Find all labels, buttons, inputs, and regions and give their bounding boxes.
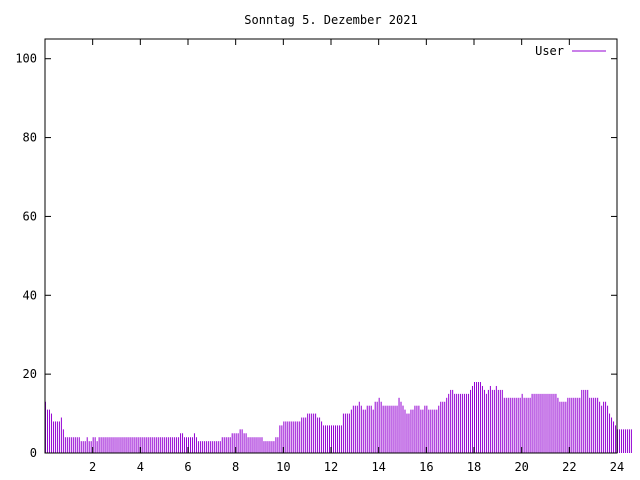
x-tick-label: 10 [276, 460, 290, 474]
y-tick-label: 60 [23, 209, 37, 223]
x-tick-label: 12 [324, 460, 338, 474]
x-tick-label: 2 [89, 460, 96, 474]
legend: User [535, 44, 606, 58]
chart-title: Sonntag 5. Dezember 2021 [244, 13, 417, 27]
y-axis: 0 20 40 60 80 100 [15, 52, 617, 460]
legend-label-user: User [535, 44, 564, 58]
y-tick-label: 100 [15, 52, 37, 66]
x-tick-label: 22 [562, 460, 576, 474]
plot-frame [44, 38, 618, 454]
x-tick-label: 24 [610, 460, 624, 474]
x-tick-label: 6 [184, 460, 191, 474]
x-tick-label: 14 [371, 460, 385, 474]
series-user-bars [45, 382, 632, 453]
x-tick-label: 8 [232, 460, 239, 474]
y-tick-label: 40 [23, 288, 37, 302]
y-tick-label: 80 [23, 131, 37, 145]
x-tick-label: 18 [467, 460, 481, 474]
y-tick-label: 20 [23, 367, 37, 381]
x-tick-label: 20 [514, 460, 528, 474]
x-axis: 2 4 6 8 10 12 14 16 18 20 22 24 [89, 39, 624, 474]
x-tick-label: 16 [419, 460, 433, 474]
x-tick-label: 4 [137, 460, 144, 474]
y-tick-label: 0 [30, 446, 37, 460]
